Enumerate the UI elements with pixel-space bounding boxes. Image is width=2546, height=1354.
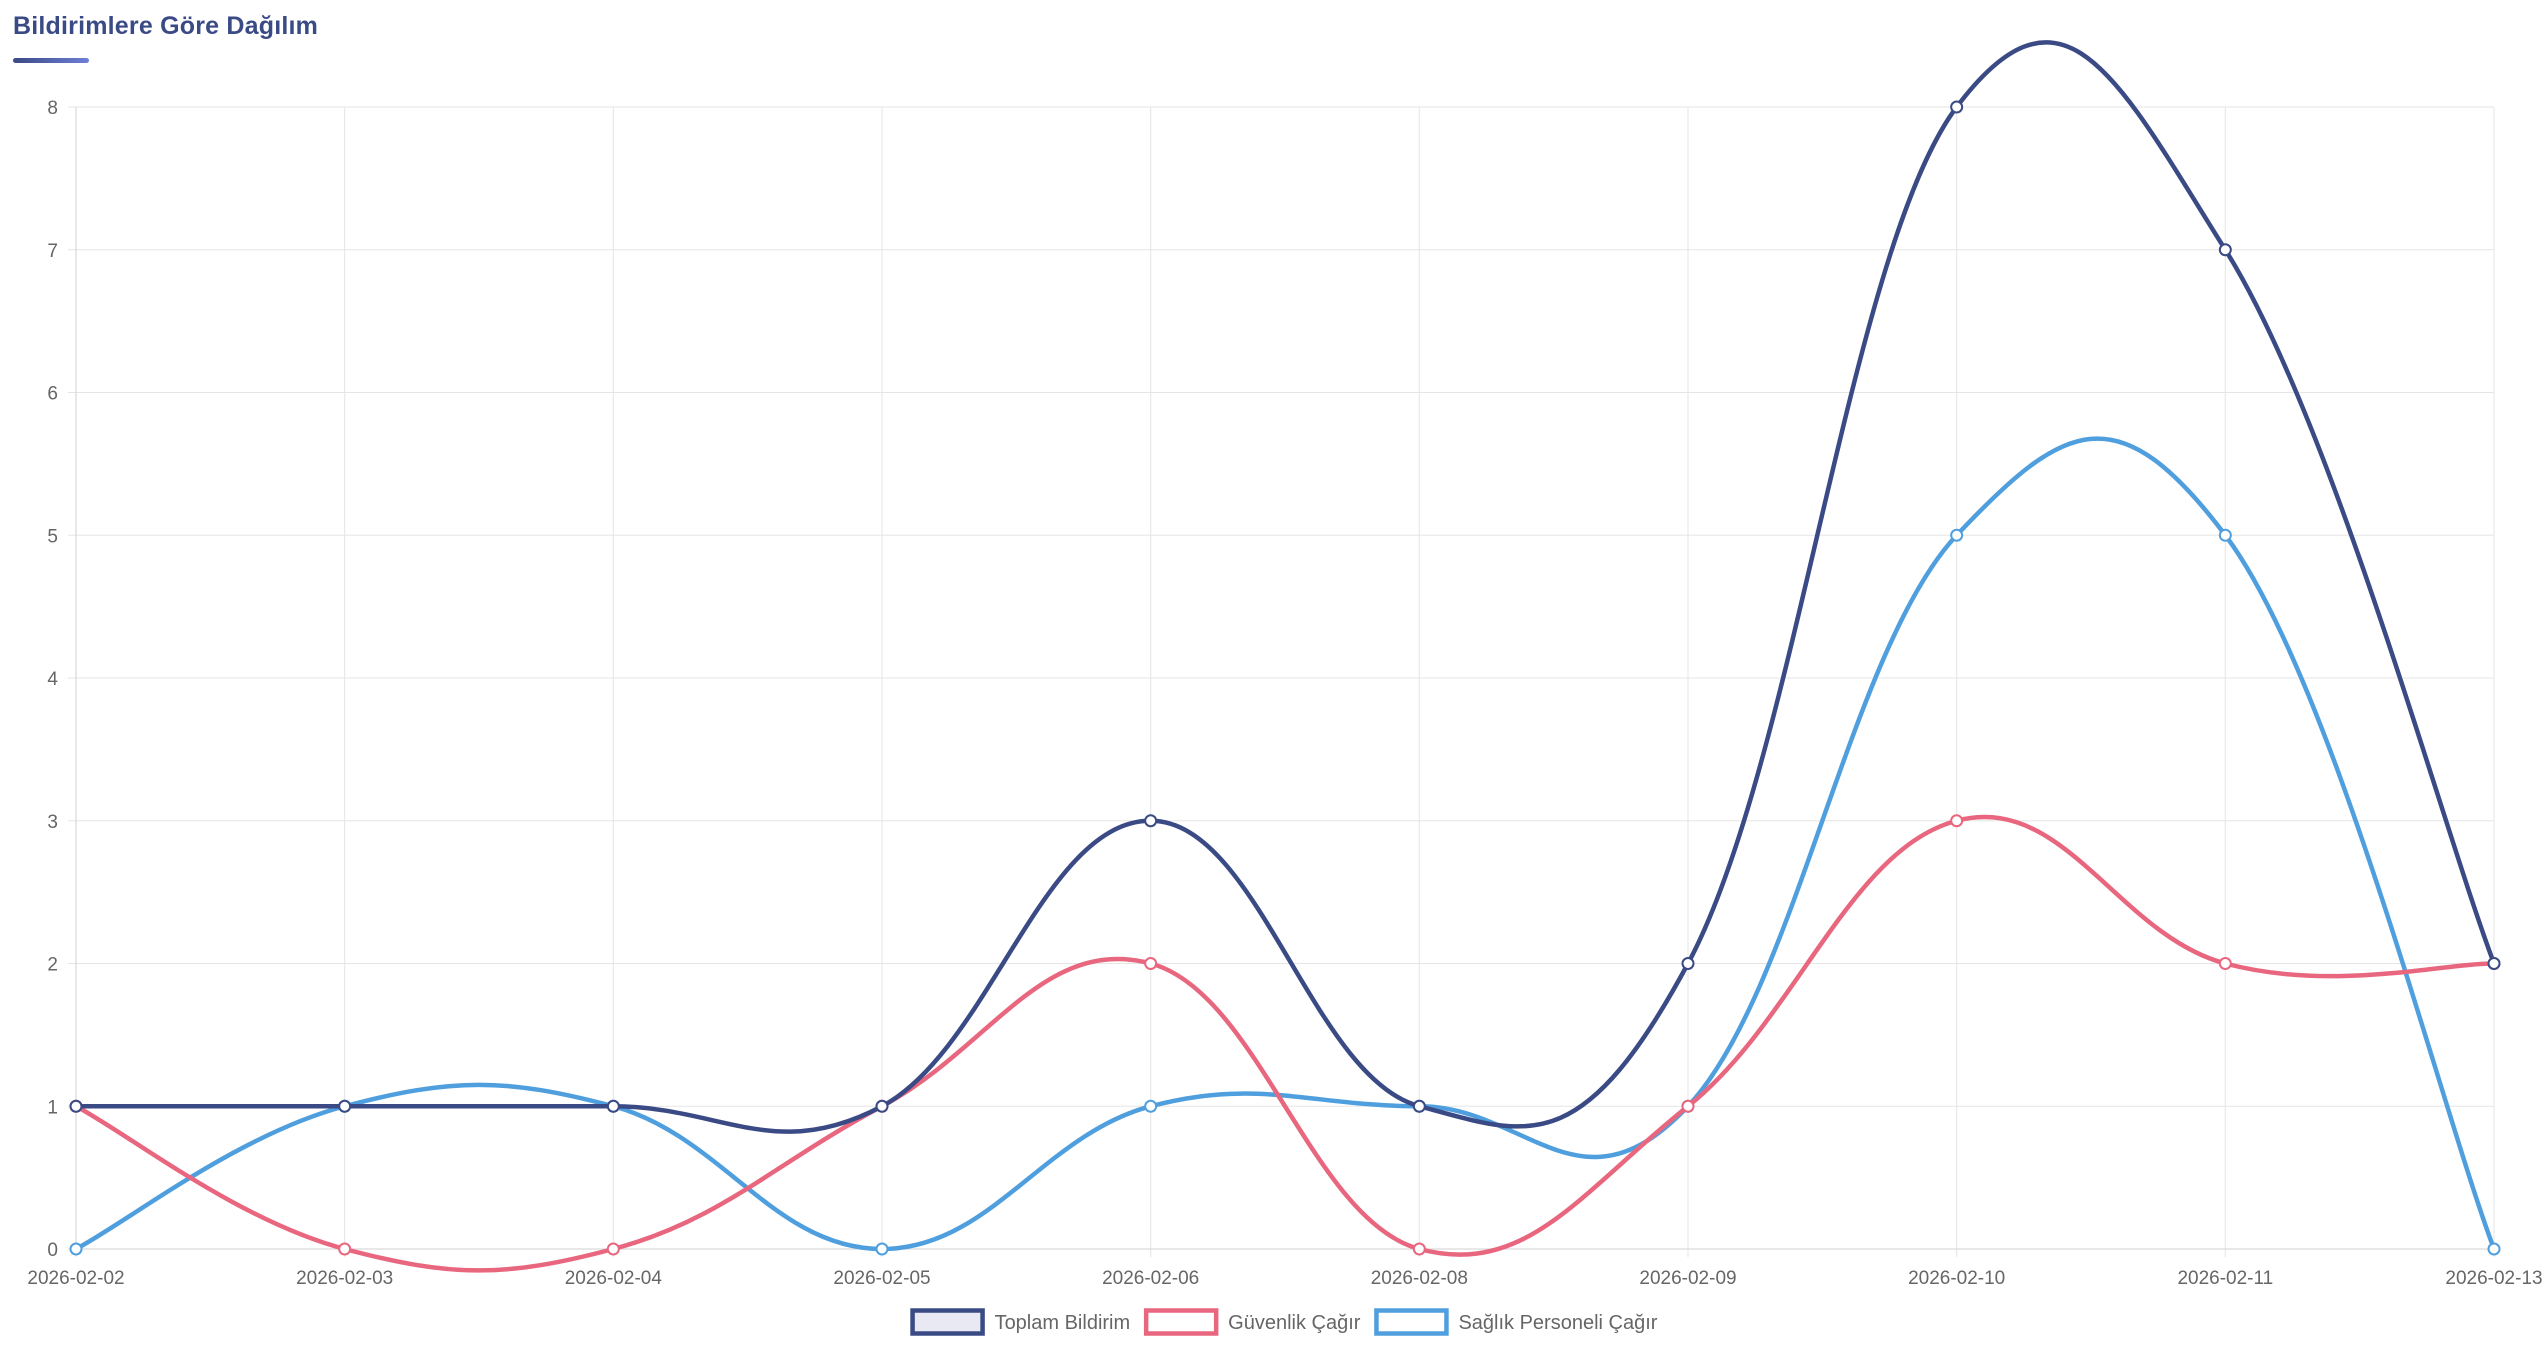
x-tick-label: 2026-02-10 (1908, 1268, 2005, 1289)
data-point-sa-l-k-personeli-a-r (1950, 528, 1964, 542)
data-point-toplam-bildirim (875, 1099, 889, 1113)
y-tick-label: 0 (47, 1240, 58, 1261)
y-tick-label: 4 (47, 669, 58, 690)
x-tick-label: 2026-02-05 (833, 1268, 930, 1289)
page-title: Bildirimlere Göre Dağılım (13, 12, 319, 40)
series-line-sa-l-k-personeli-a-r (73, 436, 2497, 1252)
x-tick-label: 2026-02-08 (1371, 1268, 1468, 1289)
series-line-g-venlik-a-r (73, 814, 2497, 1273)
x-tick-label: 2026-02-03 (296, 1268, 393, 1289)
legend-label: Güvenlik Çağır (1228, 1312, 1361, 1334)
legend-swatch (1143, 1308, 1219, 1336)
data-point-sa-l-k-personeli-a-r (69, 1242, 83, 1256)
data-point-g-venlik-a-r (1950, 814, 1964, 828)
x-tick-label: 2026-02-09 (1639, 1268, 1736, 1289)
y-tick-label: 5 (47, 526, 58, 547)
series (69, 40, 2501, 1273)
legend-label: Toplam Bildirim (995, 1312, 1131, 1334)
chart-header: Bildirimlere Göre Dağılım (13, 12, 318, 63)
data-point-sa-l-k-personeli-a-r (2218, 528, 2232, 542)
data-point-toplam-bildirim (338, 1099, 352, 1113)
legend-item-toplam-bildirim[interactable]: Toplam Bildirim (910, 1308, 1131, 1336)
x-tick-label: 2026-02-11 (2177, 1268, 2273, 1289)
legend[interactable]: Toplam Bildirim Güvenlik Çağır Sağlık Pers… (910, 1308, 1658, 1336)
data-point-toplam-bildirim (2218, 243, 2232, 257)
grid (68, 106, 2495, 1257)
legend-item-sa-l-k-personeli-a-r[interactable]: Sağlık Personeli Çağır (1374, 1308, 1658, 1336)
axes: 0 1 2 3 4 5 6 7 8 2026-02-02 2026-02-03 2026-02-04 2… (27, 98, 2542, 1289)
data-point-g-venlik-a-r (338, 1242, 352, 1256)
data-point-g-venlik-a-r (606, 1242, 620, 1256)
data-point-sa-l-k-personeli-a-r (1144, 1099, 1158, 1113)
legend-label: Sağlık Personeli Çağır (1458, 1312, 1657, 1334)
legend-swatch (910, 1308, 985, 1336)
data-point-g-venlik-a-r (1681, 1099, 1695, 1113)
data-point-toplam-bildirim (2487, 957, 2501, 970)
y-tick-label: 1 (47, 1097, 58, 1118)
data-point-g-venlik-a-r (1144, 957, 1158, 970)
x-tick-label: 2026-02-13 (2445, 1268, 2542, 1289)
y-tick-label: 7 (47, 241, 58, 262)
data-point-g-venlik-a-r (1412, 1242, 1426, 1256)
x-tick-label: 2026-02-04 (565, 1268, 663, 1289)
title-underline (13, 58, 89, 63)
data-point-toplam-bildirim (1681, 957, 1695, 970)
legend-swatch (1374, 1308, 1449, 1336)
series-line-toplam-bildirim (73, 40, 2497, 1134)
y-tick-label: 2 (47, 955, 58, 976)
data-point-g-venlik-a-r (2218, 957, 2232, 970)
x-tick-label: 2026-02-06 (1102, 1268, 1199, 1289)
data-point-toplam-bildirim (69, 1099, 83, 1113)
data-point-sa-l-k-personeli-a-r (875, 1242, 889, 1256)
legend-item-g-venlik-a-r[interactable]: Güvenlik Çağır (1143, 1308, 1361, 1336)
data-point-sa-l-k-personeli-a-r (2487, 1242, 2501, 1256)
y-tick-label: 3 (47, 812, 58, 833)
x-tick-label: 2026-02-02 (27, 1268, 124, 1289)
data-point-toplam-bildirim (606, 1099, 620, 1113)
data-point-toplam-bildirim (1144, 814, 1158, 828)
data-point-toplam-bildirim (1950, 100, 1964, 114)
y-tick-label: 8 (47, 98, 58, 119)
data-point-toplam-bildirim (1412, 1099, 1426, 1113)
y-tick-label: 6 (47, 384, 58, 405)
